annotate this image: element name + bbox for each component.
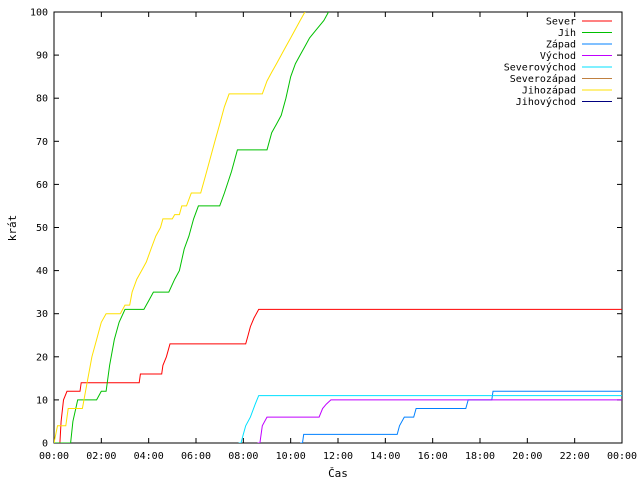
series-line-jih: [54, 3, 331, 443]
x-tick-label: 00:00: [607, 451, 637, 462]
x-tick-label: 00:00: [39, 451, 69, 462]
x-tick-label: 12:00: [323, 451, 353, 462]
legend-label: Jih: [558, 28, 576, 39]
x-axis-label: Čas: [328, 467, 348, 480]
y-axis-label: krát: [6, 215, 19, 242]
legend-label: Sever: [546, 17, 576, 28]
series-line-západ: [300, 391, 622, 443]
x-tick-label: 18:00: [465, 451, 495, 462]
y-tick-label: 10: [36, 395, 48, 406]
x-tick-label: 16:00: [418, 451, 448, 462]
x-tick-label: 02:00: [86, 451, 116, 462]
y-tick-label: 90: [36, 51, 48, 62]
series-line-východ: [258, 400, 623, 443]
x-tick-label: 20:00: [512, 451, 542, 462]
y-tick-label: 0: [42, 439, 48, 450]
y-tick-label: 60: [36, 180, 48, 191]
legend-label: Severovýchod: [504, 62, 576, 74]
y-tick-label: 80: [36, 94, 48, 105]
series-line-sever: [54, 309, 622, 443]
series-line-jihozápad: [54, 3, 307, 443]
x-tick-label: 14:00: [370, 451, 400, 462]
legend-label: Západ: [546, 39, 576, 51]
legend-label: Severozápad: [510, 73, 576, 85]
x-tick-label: 22:00: [560, 451, 590, 462]
y-tick-label: 100: [30, 8, 48, 19]
x-tick-label: 04:00: [134, 451, 164, 462]
y-tick-label: 70: [36, 137, 48, 148]
x-tick-label: 10:00: [276, 451, 306, 462]
y-tick-label: 50: [36, 223, 48, 234]
legend-label: Jihozápad: [522, 85, 576, 97]
legend-label: Jihovýchod: [516, 96, 576, 108]
y-tick-label: 40: [36, 266, 48, 277]
legend-label: Východ: [540, 50, 576, 62]
x-tick-label: 08:00: [228, 451, 258, 462]
y-tick-label: 30: [36, 309, 48, 320]
series-line-severovýchod: [239, 396, 622, 443]
y-tick-label: 20: [36, 352, 48, 363]
x-tick-label: 06:00: [181, 451, 211, 462]
